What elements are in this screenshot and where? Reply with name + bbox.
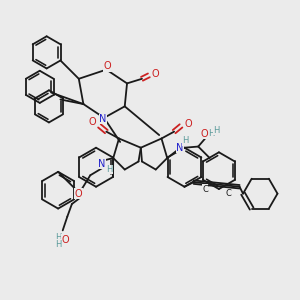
Text: N: N [176,143,184,153]
Text: O: O [184,118,192,129]
Text: O: O [75,189,82,199]
Text: O: O [61,235,69,244]
Text: H: H [55,240,61,249]
Text: N: N [98,159,106,169]
Text: O: O [104,61,111,71]
Text: O: O [152,69,160,79]
Text: H: H [55,233,61,242]
Text: C: C [202,184,208,194]
Text: N: N [99,114,106,124]
Text: H: H [208,129,214,138]
Text: H: H [106,165,113,174]
Text: O: O [89,117,96,128]
Text: O: O [200,129,208,139]
Text: H: H [182,136,189,145]
Text: C: C [225,189,231,198]
Text: H: H [213,126,220,135]
